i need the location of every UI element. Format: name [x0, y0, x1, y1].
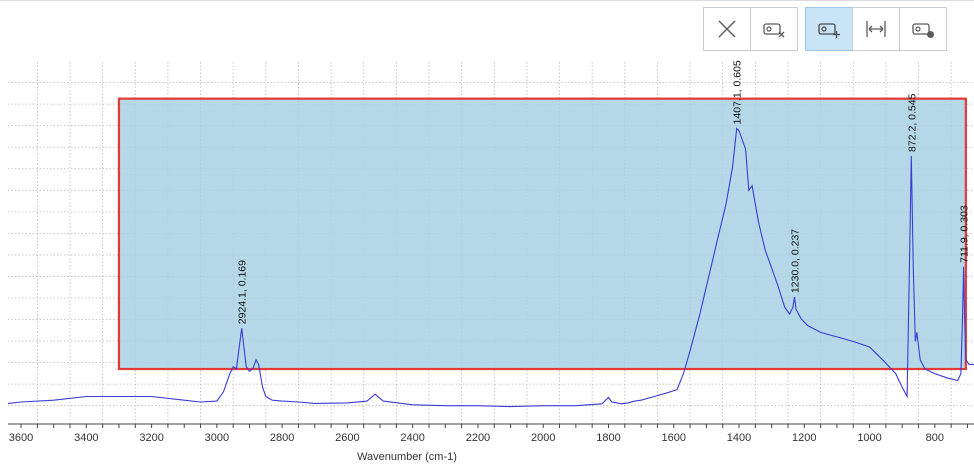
x-tick-label: 3400 [74, 432, 98, 444]
close-icon [718, 20, 736, 38]
x-tick-label: 1600 [662, 432, 686, 444]
selected-region[interactable] [117, 97, 967, 371]
remove-region-icon [763, 23, 785, 38]
x-axis: 3600 3400 3200 3000 2800 2600 2400 2200 2000 1800… [8, 423, 974, 444]
chart-toolbar-bar [0, 0, 974, 55]
x-tick-label: 3600 [9, 432, 33, 444]
x-tick-label: 1000 [857, 432, 881, 444]
close-button[interactable] [703, 7, 751, 51]
peak-label: 872.2, 0.545 [906, 93, 918, 152]
peak-label: 711.9, 0.303 [959, 205, 971, 263]
add-region-button[interactable] [805, 7, 853, 51]
x-tick-label: 1400 [727, 432, 751, 444]
peak-label: 1230.0, 0.237 [790, 229, 802, 293]
region-marker-icon [912, 23, 934, 38]
x-tick-label: 2800 [270, 432, 294, 444]
region-toolbar [703, 7, 947, 51]
x-tick-label: 1200 [792, 432, 816, 444]
x-tick-label: 2000 [531, 432, 555, 444]
x-tick-label: 2400 [400, 432, 424, 444]
spectrum-line [7, 127, 974, 408]
x-tick-label: 1800 [596, 432, 620, 444]
region-marker-button[interactable] [899, 7, 947, 51]
peak-label: 1407.1, 0.605 [732, 60, 744, 124]
x-tick-label: 2600 [335, 432, 359, 444]
x-tick-label: 3000 [205, 432, 229, 444]
x-tick-label: 3200 [139, 432, 163, 444]
peak-annotations: 2924.1, 0.169 1407.1, 0.605 1230.0, 0.237 8… [237, 60, 971, 324]
x-axis-label: Wavenumber (cm-1) [357, 451, 457, 463]
fit-width-icon [866, 21, 886, 37]
x-tick-label: 800 [926, 432, 944, 444]
peak-label: 2924.1, 0.169 [237, 260, 249, 324]
x-tick-label: 2200 [466, 432, 490, 444]
remove-region-button[interactable] [750, 7, 798, 51]
fit-width-button[interactable] [852, 7, 900, 51]
add-region-icon [818, 23, 840, 38]
